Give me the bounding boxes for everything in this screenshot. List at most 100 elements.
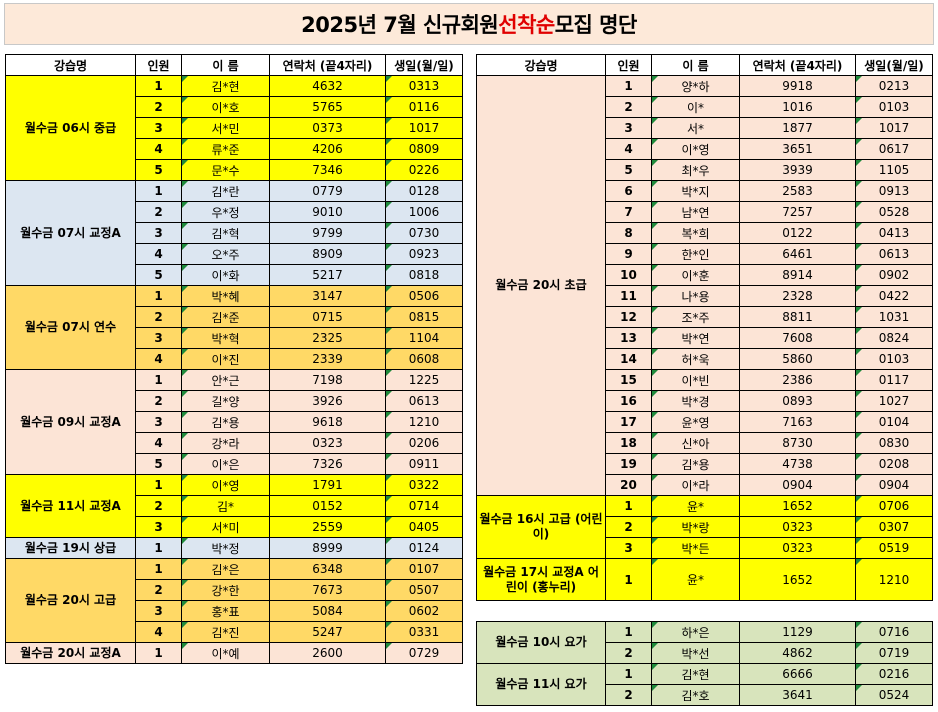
birthday-cell: 0911 xyxy=(385,453,463,475)
table-row: 17 윤*영 7163 0104 xyxy=(477,411,933,433)
member-name-cell: 이*훈 xyxy=(651,264,740,286)
member-no-cell: 3 xyxy=(135,222,182,244)
table-row: 11 나*용 2328 0422 xyxy=(477,285,933,307)
class-name-cell: 월수금 16시 고급 (어린이) xyxy=(476,495,606,559)
phone-cell: 2328 xyxy=(739,285,856,307)
member-no-cell: 3 xyxy=(135,600,182,622)
member-name-cell: 안*근 xyxy=(181,369,270,391)
table-row: 4 류*준 4206 0809 xyxy=(6,138,463,160)
table-row: 월수금 11시 교정A 1 이*영 1791 0322 xyxy=(5,474,463,538)
member-name-cell: 김*혁 xyxy=(181,222,270,244)
phone-cell: 3147 xyxy=(269,285,386,307)
member-no-cell: 5 xyxy=(135,453,182,475)
birthday-cell: 0830 xyxy=(855,432,933,454)
birthday-cell: 0307 xyxy=(855,516,933,538)
birthday-cell: 0913 xyxy=(855,180,933,202)
member-name-cell: 이*화 xyxy=(181,264,270,286)
birthday-cell: 0405 xyxy=(385,516,463,538)
birthday-cell: 0103 xyxy=(855,348,933,370)
member-name-cell: 서*민 xyxy=(181,117,270,139)
table-row: 월수금 09시 교정A 1 안*근 7198 1225 xyxy=(5,369,463,475)
member-name-cell: 이*영 xyxy=(651,138,740,160)
member-no-cell: 3 xyxy=(605,537,652,559)
member-name-cell: 박*혁 xyxy=(181,327,270,349)
phone-cell: 6666 xyxy=(739,663,856,685)
birthday-cell: 1006 xyxy=(385,201,463,223)
member-name-cell: 양*하 xyxy=(651,75,740,97)
member-no-cell: 12 xyxy=(605,306,652,328)
table-row: 4 이*진 2339 0608 xyxy=(6,348,463,370)
birthday-cell: 0413 xyxy=(855,222,933,244)
birthday-cell: 0613 xyxy=(855,243,933,265)
birthday-cell: 1105 xyxy=(855,159,933,181)
birthday-cell: 0809 xyxy=(385,138,463,160)
member-name-cell: 서*미 xyxy=(181,516,270,538)
class-name-cell: 월수금 07시 연수 xyxy=(5,285,136,370)
table-row: 월수금 07시 연수 1 박*혜 3147 0506 xyxy=(5,285,463,370)
member-name-cell: 박*랑 xyxy=(651,516,740,538)
phone-cell: 4862 xyxy=(739,642,856,664)
member-name-cell: 김*현 xyxy=(181,75,270,97)
table-row: 2 길*양 3926 0613 xyxy=(6,390,463,412)
phone-cell: 6348 xyxy=(269,558,386,580)
member-name-cell: 길*양 xyxy=(181,390,270,412)
member-no-cell: 2 xyxy=(135,96,182,118)
member-name-cell: 허*욱 xyxy=(651,348,740,370)
birthday-cell: 0104 xyxy=(855,411,933,433)
member-no-cell: 2 xyxy=(605,96,652,118)
phone-cell: 5247 xyxy=(269,621,386,643)
birthday-cell: 0128 xyxy=(385,180,463,202)
birthday-cell: 0117 xyxy=(855,369,933,391)
member-no-cell: 14 xyxy=(605,348,652,370)
table-row: 5 문*수 7346 0226 xyxy=(6,159,463,181)
birthday-cell: 0107 xyxy=(385,558,463,580)
member-name-cell: 강*라 xyxy=(181,432,270,454)
birthday-cell: 0226 xyxy=(385,159,463,181)
member-no-cell: 18 xyxy=(605,432,652,454)
member-no-cell: 16 xyxy=(605,390,652,412)
member-no-cell: 20 xyxy=(605,474,652,496)
phone-cell: 8730 xyxy=(739,432,856,454)
birthday-cell: 0208 xyxy=(855,453,933,475)
class-name-cell: 월수금 10시 요가 xyxy=(476,621,606,664)
member-name-cell: 하*은 xyxy=(651,621,740,643)
birthday-cell: 0116 xyxy=(385,96,463,118)
birthday-cell: 0506 xyxy=(385,285,463,307)
table-row: 월수금 16시 고급 (어린이) 1 윤* 1652 0706 xyxy=(476,495,933,559)
table-row: 월수금 10시 요가 1 하*은 1129 0716 xyxy=(476,621,933,664)
table-row: 3 서* 1877 1017 xyxy=(477,117,933,139)
birthday-cell: 1017 xyxy=(855,117,933,139)
birthday-cell: 0613 xyxy=(385,390,463,412)
member-no-cell: 5 xyxy=(135,159,182,181)
phone-cell: 9010 xyxy=(269,201,386,223)
member-name-cell: 박*혜 xyxy=(181,285,270,307)
member-no-cell: 2 xyxy=(135,390,182,412)
member-no-cell: 6 xyxy=(605,180,652,202)
phone-cell: 2386 xyxy=(739,369,856,391)
member-no-cell: 1 xyxy=(135,474,182,496)
member-no-cell: 4 xyxy=(135,243,182,265)
birthday-cell: 0902 xyxy=(855,264,933,286)
birthday-cell: 1031 xyxy=(855,306,933,328)
table-row: 월수금 17시 교정A 어린이 (홍누리) 1 윤* 1652 1210 xyxy=(476,558,933,601)
phone-cell: 3926 xyxy=(269,390,386,412)
birthday-cell: 0507 xyxy=(385,579,463,601)
member-no-cell: 11 xyxy=(605,285,652,307)
col-header-no: 인원 xyxy=(135,54,182,76)
birthday-cell: 0331 xyxy=(385,621,463,643)
member-no-cell: 1 xyxy=(135,369,182,391)
member-no-cell: 1 xyxy=(135,642,182,664)
member-no-cell: 2 xyxy=(135,201,182,223)
table-row: 19 김*용 4738 0208 xyxy=(477,453,933,475)
phone-cell: 8811 xyxy=(739,306,856,328)
col-header-class: 강습명 xyxy=(5,54,136,76)
member-no-cell: 5 xyxy=(605,159,652,181)
phone-cell: 3939 xyxy=(739,159,856,181)
member-no-cell: 2 xyxy=(605,516,652,538)
member-name-cell: 이*빈 xyxy=(651,369,740,391)
table-row: 2 이*호 5765 0116 xyxy=(6,96,463,118)
member-name-cell: 신*아 xyxy=(651,432,740,454)
birthday-cell: 0824 xyxy=(855,327,933,349)
phone-cell: 2559 xyxy=(269,516,386,538)
birthday-cell: 1027 xyxy=(855,390,933,412)
